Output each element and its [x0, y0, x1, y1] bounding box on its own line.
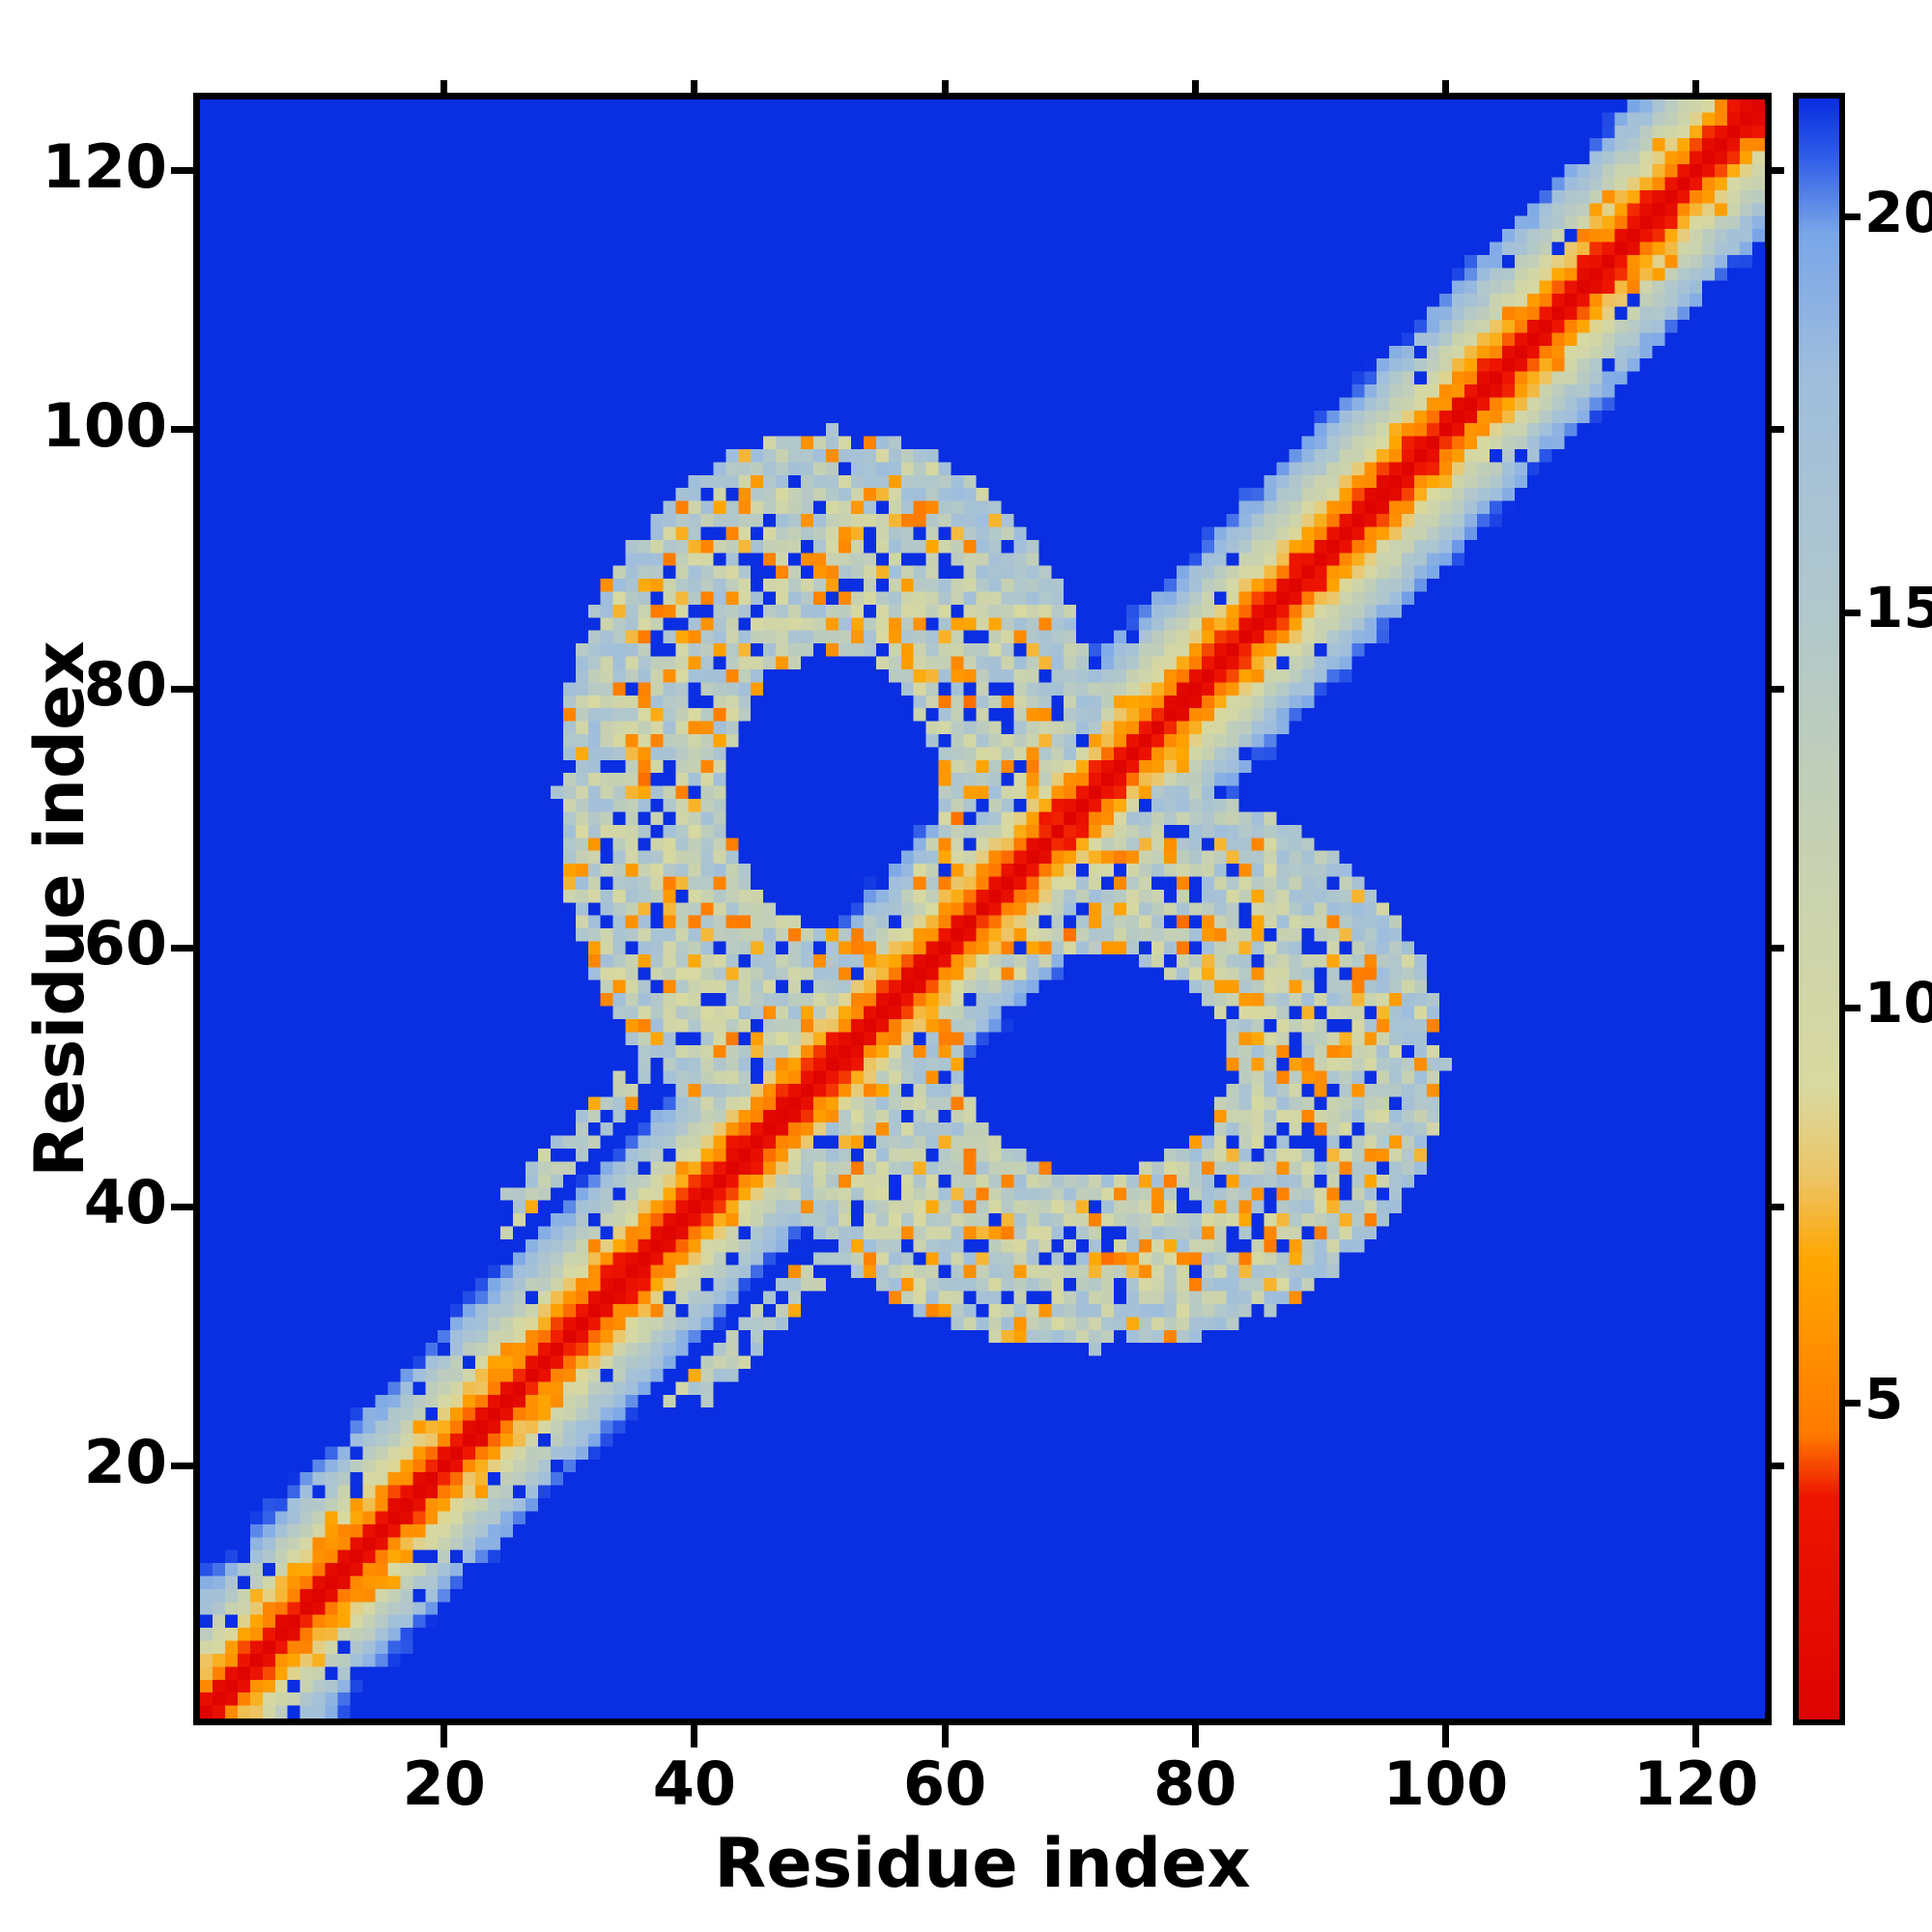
- x-tick: [1191, 1719, 1199, 1747]
- x-axis-label: Residue index: [714, 1824, 1251, 1903]
- x-tick: [691, 1719, 698, 1747]
- y-tick-label: 60: [83, 908, 167, 980]
- x-tick-top: [440, 80, 448, 99]
- x-tick: [941, 1719, 949, 1747]
- x-tick-label: 20: [402, 1748, 486, 1819]
- colorbar-tick: [1839, 1004, 1861, 1011]
- x-tick: [440, 1719, 448, 1747]
- colorbar-tick-label: 10: [1864, 970, 1932, 1037]
- y-tick-label: 40: [83, 1167, 167, 1238]
- x-tick-label: 120: [1634, 1748, 1759, 1819]
- colorbar: 5 10 15 20: [1793, 93, 1932, 1725]
- y-tick-right: [1765, 685, 1784, 693]
- x-tick-top: [1191, 80, 1199, 99]
- x-tick-label: 40: [652, 1748, 737, 1819]
- y-tick: [171, 1203, 200, 1210]
- y-tick: [171, 167, 200, 175]
- y-tick: [171, 1463, 200, 1470]
- colorbar-tick: [1839, 1400, 1861, 1407]
- y-tick-right: [1765, 944, 1784, 952]
- y-tick: [171, 426, 200, 434]
- colorbar-canvas: [1799, 99, 1839, 1719]
- colorbar-tick-label: 15: [1864, 575, 1932, 641]
- plot-area: 20 40 60 80 100 120 20 40 60 80 100 120: [43, 80, 1784, 1817]
- colorbar-tick: [1839, 609, 1861, 616]
- y-tick-label: 120: [42, 130, 167, 202]
- colorbar-tick-label: 5: [1864, 1365, 1904, 1432]
- x-tick: [1442, 1719, 1450, 1747]
- colorbar-tick: [1839, 213, 1861, 221]
- x-tick-top: [1692, 80, 1700, 99]
- y-tick-right: [1765, 1463, 1784, 1470]
- y-tick: [171, 944, 200, 952]
- x-tick-label: 100: [1382, 1748, 1509, 1819]
- y-tick-right: [1765, 426, 1784, 434]
- y-tick-label: 100: [42, 389, 167, 461]
- x-tick-top: [1442, 80, 1450, 99]
- x-tick-label: 60: [902, 1748, 987, 1819]
- colorbar-tick-label: 20: [1864, 179, 1932, 245]
- y-tick: [171, 685, 200, 693]
- y-tick-right: [1765, 167, 1784, 175]
- x-tick-top: [941, 80, 949, 99]
- y-axis-label: Residue index: [20, 640, 99, 1178]
- y-tick-right: [1765, 1203, 1784, 1210]
- x-tick: [1692, 1719, 1700, 1747]
- x-tick-top: [691, 80, 698, 99]
- x-tick-label: 80: [1153, 1748, 1237, 1819]
- y-tick-label: 20: [83, 1426, 167, 1497]
- heatmap-canvas: [200, 99, 1765, 1719]
- y-tick-label: 80: [83, 649, 167, 721]
